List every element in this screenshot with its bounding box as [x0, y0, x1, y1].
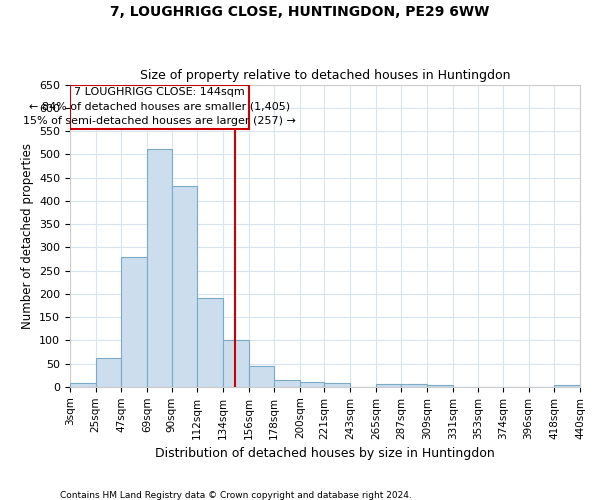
Bar: [197, 298, 223, 387]
Bar: [70, 383, 96, 387]
Y-axis label: Number of detached properties: Number of detached properties: [20, 142, 34, 328]
Bar: [223, 340, 248, 387]
Bar: [427, 386, 453, 387]
Text: Contains HM Land Registry data © Crown copyright and database right 2024.: Contains HM Land Registry data © Crown c…: [60, 490, 412, 500]
Bar: [274, 380, 300, 387]
Bar: [248, 366, 274, 387]
Text: 7, LOUGHRIGG CLOSE, HUNTINGDON, PE29 6WW: 7, LOUGHRIGG CLOSE, HUNTINGDON, PE29 6WW: [110, 5, 490, 19]
Bar: [376, 384, 401, 387]
Text: 7 LOUGHRIGG CLOSE: 144sqm
← 84% of detached houses are smaller (1,405)
15% of se: 7 LOUGHRIGG CLOSE: 144sqm ← 84% of detac…: [23, 87, 296, 126]
Bar: [401, 384, 427, 387]
Bar: [554, 385, 580, 387]
Bar: [147, 148, 172, 387]
Bar: [300, 382, 325, 387]
Bar: [325, 383, 350, 387]
Bar: [121, 256, 147, 387]
Title: Size of property relative to detached houses in Huntingdon: Size of property relative to detached ho…: [140, 69, 510, 82]
Bar: [172, 186, 197, 387]
Bar: [96, 358, 121, 387]
FancyBboxPatch shape: [70, 84, 248, 128]
X-axis label: Distribution of detached houses by size in Huntingdon: Distribution of detached houses by size …: [155, 447, 495, 460]
